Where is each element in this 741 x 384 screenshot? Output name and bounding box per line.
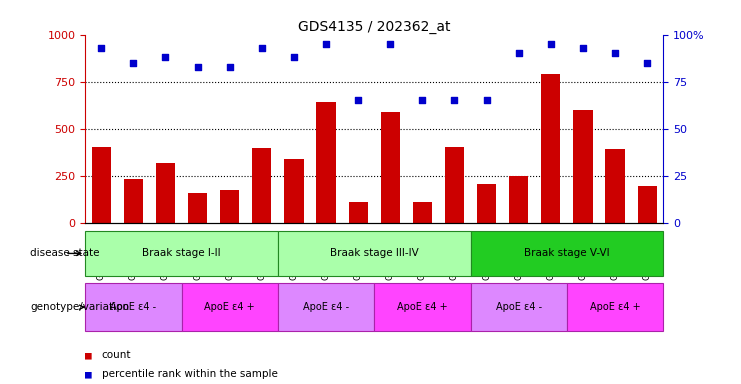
Point (609, 50, 621, 56)
Text: ApoE ε4 -: ApoE ε4 - (303, 302, 349, 312)
Text: Braak stage I-II: Braak stage I-II (142, 248, 221, 258)
Text: ApoE ε4 +: ApoE ε4 + (205, 302, 255, 312)
Bar (541, 74, 560, 223)
Bar (92, 147, 111, 223)
Point (641, 60, 653, 66)
Bar (188, 193, 207, 223)
Bar (477, 184, 496, 223)
Point (96, 45, 107, 51)
Point (288, 54, 300, 60)
Point (224, 63, 236, 70)
Bar (574, 110, 593, 223)
Title: GDS4135 / 202362_at: GDS4135 / 202362_at (298, 20, 451, 33)
Text: ApoE ε4 -: ApoE ε4 - (496, 302, 542, 312)
Point (320, 41, 332, 47)
Bar (182, 283, 278, 331)
Point (159, 54, 171, 60)
Point (352, 98, 364, 104)
Point (513, 50, 525, 56)
Text: percentile rank within the sample: percentile rank within the sample (102, 369, 277, 379)
Text: ■: ■ (85, 350, 92, 360)
Bar (381, 112, 400, 223)
Bar (348, 202, 368, 223)
Text: ApoE ε4 -: ApoE ε4 - (110, 302, 156, 312)
Point (385, 41, 396, 47)
Bar (316, 102, 336, 223)
Text: ApoE ε4 +: ApoE ε4 + (590, 302, 640, 312)
Bar (637, 186, 657, 223)
Text: genotype/variation: genotype/variation (30, 302, 130, 312)
Bar (285, 159, 304, 223)
Bar (471, 231, 663, 276)
Bar (445, 147, 464, 223)
Point (545, 41, 556, 47)
Text: ■: ■ (85, 369, 92, 379)
Bar (413, 202, 432, 223)
Point (481, 98, 493, 104)
Text: Braak stage V-VI: Braak stage V-VI (524, 248, 610, 258)
Text: Braak stage III-IV: Braak stage III-IV (330, 248, 419, 258)
Bar (567, 283, 663, 331)
Text: count: count (102, 350, 131, 360)
Point (256, 45, 268, 51)
Bar (471, 283, 567, 331)
Bar (124, 179, 143, 223)
Point (448, 98, 460, 104)
Bar (220, 190, 239, 223)
Point (416, 98, 428, 104)
Point (127, 60, 139, 66)
Text: ApoE ε4 +: ApoE ε4 + (397, 302, 448, 312)
Point (577, 45, 589, 51)
Bar (278, 283, 374, 331)
Bar (85, 231, 278, 276)
Bar (252, 148, 271, 223)
Bar (156, 164, 175, 223)
Point (192, 63, 204, 70)
Text: disease state: disease state (30, 248, 100, 258)
Bar (509, 176, 528, 223)
Bar (605, 149, 625, 223)
Bar (85, 283, 182, 331)
Bar (278, 231, 471, 276)
Bar (374, 283, 471, 331)
